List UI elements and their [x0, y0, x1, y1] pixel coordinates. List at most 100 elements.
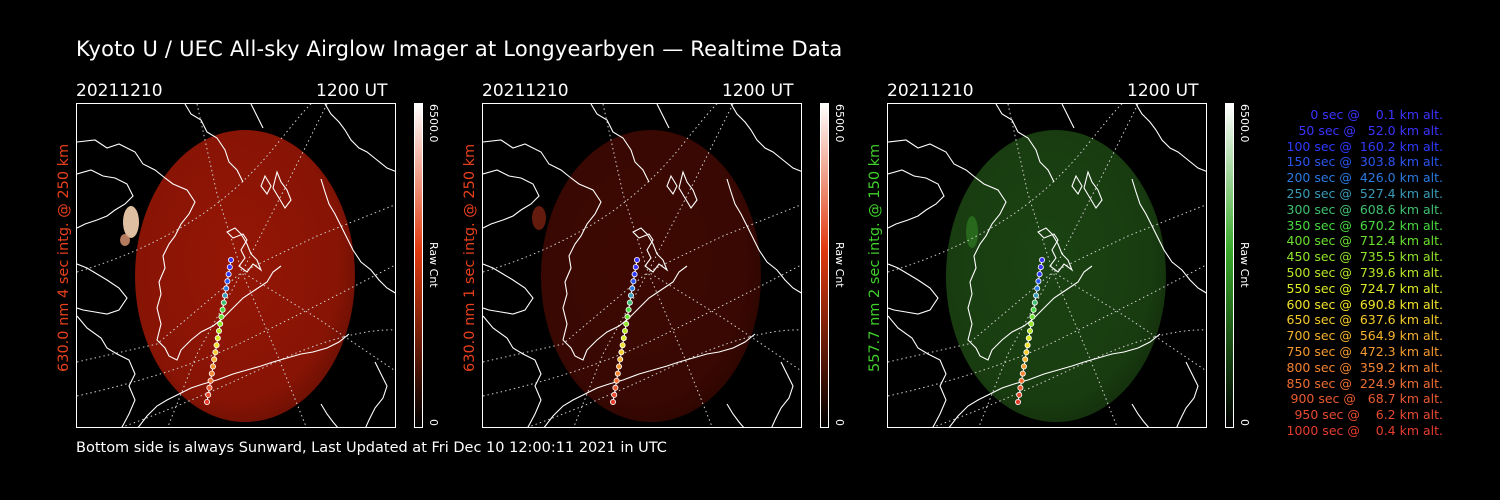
- trajectory-point: [207, 377, 214, 384]
- trajectory-point: [630, 278, 637, 285]
- panel-2-date: 20211210: [482, 81, 569, 101]
- trajectory-point: [612, 384, 619, 391]
- trajectory-point: [1029, 313, 1036, 320]
- trajectory-point: [1035, 278, 1042, 285]
- trajectory-point: [629, 285, 636, 292]
- trajectory-point: [208, 370, 215, 377]
- trajectory-point: [633, 256, 640, 263]
- trajectory-point: [204, 398, 211, 405]
- panel-2-colorbar-label: Raw Cnt: [833, 242, 846, 288]
- trajectory-point: [626, 299, 633, 306]
- panel-3-colorbar: [1225, 103, 1234, 428]
- trajectory-point: [213, 342, 220, 349]
- trajectory-point: [618, 349, 625, 356]
- trajectory-point: [1025, 335, 1032, 342]
- trajectory-point: [611, 391, 618, 398]
- panel-3-ylabel: 557.7 nm 2 sec intg. @ 150 km: [867, 143, 883, 372]
- legend-row: 400 sec @ 712.4 km alt.: [1282, 233, 1444, 249]
- trajectory-point: [205, 391, 212, 398]
- trajectory-point: [1036, 271, 1043, 278]
- trajectory-point: [624, 313, 631, 320]
- trajectory-point: [1023, 349, 1030, 356]
- legend-row: 0 sec @ 0.1 km alt.: [1298, 107, 1443, 122]
- legend-row: 550 sec @ 724.7 km alt.: [1282, 280, 1444, 296]
- panel-1-image: [76, 103, 396, 428]
- legend-row: 700 sec @ 564.9 km alt.: [1282, 328, 1444, 344]
- trajectory-point: [631, 271, 638, 278]
- legend-row: 850 sec @ 224.9 km alt.: [1282, 375, 1444, 391]
- trajectory-point: [217, 320, 224, 327]
- trajectory-point: [1016, 391, 1023, 398]
- trajectory-point: [625, 306, 632, 313]
- trajectory-point: [211, 356, 218, 363]
- trajectory-point: [619, 342, 626, 349]
- trajectory-point: [1031, 299, 1038, 306]
- panel-2-colorbar: [820, 103, 829, 428]
- panel-1-date: 20211210: [76, 81, 163, 101]
- panel-2-colorbar-min: 0: [833, 419, 846, 426]
- legend-row: 800 sec @ 359.2 km alt.: [1282, 359, 1444, 375]
- legend-row: 750 sec @ 472.3 km alt.: [1282, 343, 1444, 359]
- panel-1-colorbar-min: 0: [427, 419, 440, 426]
- trajectory-point: [1015, 398, 1022, 405]
- trajectory-point: [620, 335, 627, 342]
- trajectory-point: [610, 398, 617, 405]
- panel-3-time: 1200 UT: [1127, 81, 1199, 101]
- trajectory-point: [1017, 384, 1024, 391]
- legend-row: 350 sec @ 670.2 km alt.: [1282, 217, 1444, 233]
- panel-1-ylabel: 630.0 nm 4 sec intg. @ 250 km: [56, 143, 72, 372]
- panel-1-colorbar: [414, 103, 423, 428]
- trajectory-point: [1022, 356, 1029, 363]
- trajectory-point: [1038, 256, 1045, 263]
- trajectory-point: [215, 327, 222, 334]
- trajectory-point: [623, 320, 630, 327]
- trajectory-legend: 0 sec @ 0.1 km alt. 50 sec @ 52.0 km alt…: [1250, 107, 1444, 439]
- trajectory-point: [224, 278, 231, 285]
- trajectory-point: [212, 349, 219, 356]
- legend-row: 900 sec @ 68.7 km alt.: [1286, 391, 1443, 407]
- trajectory-point: [1028, 320, 1035, 327]
- trajectory-point: [225, 271, 232, 278]
- trajectory-point: [1032, 292, 1039, 299]
- panel-1-colorbar-label: Raw Cnt: [427, 242, 440, 288]
- trajectory-point: [206, 384, 213, 391]
- legend-row: 1000 sec @ 0.4 km alt.: [1286, 422, 1443, 438]
- panel-2-time: 1200 UT: [722, 81, 794, 101]
- trajectory-point: [627, 292, 634, 299]
- trajectory-point: [1026, 327, 1033, 334]
- panel-2-ylabel: 630.0 nm 1 sec intg. @ 250 km: [462, 143, 478, 372]
- legend-row: 500 sec @ 739.6 km alt.: [1282, 264, 1444, 280]
- trajectory-point: [615, 363, 622, 370]
- page-title: Kyoto U / UEC All-sky Airglow Imager at …: [76, 37, 843, 61]
- trajectory-point: [227, 256, 234, 263]
- trajectory-point: [226, 264, 233, 271]
- legend-row: 300 sec @ 608.6 km alt.: [1282, 201, 1444, 217]
- trajectory-point: [621, 327, 628, 334]
- legend-row: 250 sec @ 527.4 km alt.: [1282, 185, 1444, 201]
- panel-3-date: 20211210: [887, 81, 974, 101]
- trajectory-point: [219, 306, 226, 313]
- panel-1-colorbar-max: 6500.0: [427, 104, 440, 143]
- trajectory-point: [613, 377, 620, 384]
- trajectory-point: [614, 370, 621, 377]
- trajectory-point: [220, 299, 227, 306]
- trajectory-point: [1024, 342, 1031, 349]
- panel-2-image: [482, 103, 802, 428]
- legend-row: 600 sec @ 690.8 km alt.: [1282, 296, 1444, 312]
- trajectory-point: [1020, 363, 1027, 370]
- trajectory-point: [1030, 306, 1037, 313]
- trajectory-point: [221, 292, 228, 299]
- trajectory-point: [617, 356, 624, 363]
- legend-row: 100 sec @ 160.2 km alt.: [1282, 138, 1444, 154]
- trajectory-point: [209, 363, 216, 370]
- legend-row: 650 sec @ 637.6 km alt.: [1282, 312, 1444, 328]
- legend-row: 150 sec @ 303.8 km alt.: [1282, 154, 1444, 170]
- legend-row: 200 sec @ 426.0 km alt.: [1282, 170, 1444, 186]
- trajectory-point: [214, 335, 221, 342]
- legend-row: 950 sec @ 6.2 km alt.: [1290, 407, 1443, 423]
- panel-3-image: [887, 103, 1207, 428]
- trajectory-point: [1037, 264, 1044, 271]
- panel-2-colorbar-max: 6500.0: [833, 104, 846, 143]
- legend-row: 450 sec @ 735.5 km alt.: [1282, 249, 1444, 265]
- footer-status: Bottom side is always Sunward, Last Upda…: [76, 440, 667, 456]
